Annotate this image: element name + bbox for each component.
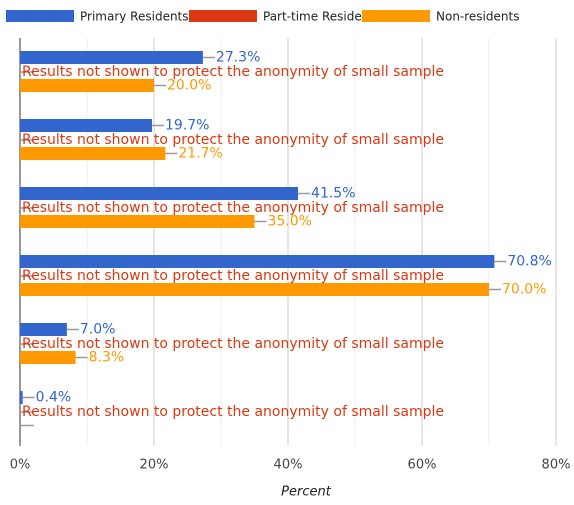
data-label: 21.7% [178,146,222,162]
data-label: 35.0% [268,214,312,230]
legend-label: Non-residents [436,10,519,24]
data-label: 41.5% [311,186,355,202]
legend-label: Primary Residents [80,10,189,24]
bar [20,391,23,404]
x-tick-label: 40% [274,458,303,473]
x-tick-label: 60% [408,458,437,473]
suppressed-note: Results not shown to protect the anonymi… [22,200,444,216]
legend-swatch [189,10,257,22]
bar [20,351,76,364]
bar [20,51,203,64]
suppressed-note: Results not shown to protect the anonymi… [22,404,444,420]
data-label: 8.3% [89,350,125,366]
legend-swatch [362,10,430,22]
suppressed-note: Results not shown to protect the anonymi… [22,336,444,352]
data-label: 70.8% [507,254,551,270]
data-label: 70.0% [502,282,546,298]
data-label: 0.4% [36,390,72,406]
x-tick-label: 0% [10,458,31,473]
suppressed-note: Results not shown to protect the anonymi… [22,132,444,148]
data-label: 20.0% [167,78,211,94]
bar [20,147,166,160]
data-label: 7.0% [80,322,116,338]
x-tick-label: 20% [140,458,169,473]
legend-swatch [6,10,74,22]
bar [20,119,152,132]
bar [20,283,489,296]
data-label: 19.7% [165,118,209,134]
x-tick-label: 80% [542,458,571,473]
legend-label: Part-time Residents [263,10,380,24]
x-axis-label: Percent [281,485,332,500]
bar [20,79,154,92]
suppressed-note: Results not shown to protect the anonymi… [22,64,444,80]
bar [20,323,67,336]
data-label: 27.3% [216,50,260,66]
bar [20,215,255,228]
bar [20,255,495,268]
bar [20,187,299,200]
suppressed-note: Results not shown to protect the anonymi… [22,268,444,284]
